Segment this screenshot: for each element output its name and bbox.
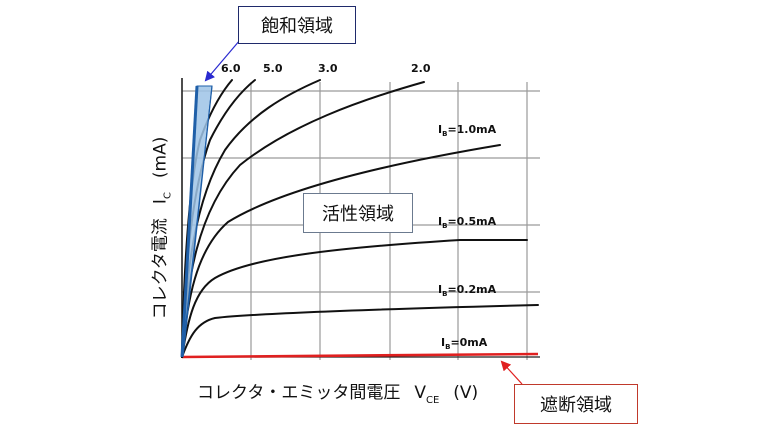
saturation-region-label: 飽和領域 (261, 16, 333, 37)
curve-label-top-1: 6.0 (221, 62, 241, 75)
x-axis-symbol: V (414, 383, 426, 403)
curve-label-ib-0.5: IB=0.5mA (438, 215, 497, 230)
cutoff-line (181, 352, 539, 359)
curve-label-top-4: 2.0 (411, 62, 431, 75)
curve-label-top-2: 5.0 (263, 62, 283, 75)
grid (182, 82, 540, 360)
y-axis-symbol-sub: C (162, 192, 174, 200)
y-axis-label: コレクタ電流 IC (mA) (146, 136, 174, 320)
y-axis-symbol: I (150, 199, 171, 205)
curve-ib-0.5 (181, 239, 528, 358)
y-axis-label-main: コレクタ電流 (150, 218, 171, 320)
curve-ib-1.0 (181, 144, 501, 358)
curve-ib-0.2 (181, 304, 539, 358)
x-axis-unit: (V) (453, 383, 479, 403)
curve-label-top-3: 3.0 (318, 62, 338, 75)
x-axis-symbol-sub: CE (425, 395, 440, 406)
active-region-label: 活性領域 (322, 204, 394, 225)
cutoff-region-label: 遮断領域 (540, 395, 612, 416)
saturation-arrow (204, 39, 241, 82)
cutoff-region-callout: 遮断領域 (514, 384, 638, 424)
saturation-edge-2 (182, 85, 213, 358)
x-axis-label: コレクタ・エミッタ間電圧 VCE (V) (197, 378, 479, 406)
cutoff-arrow (500, 360, 523, 385)
active-region-callout: 活性領域 (303, 193, 413, 233)
x-axis-label-main: コレクタ・エミッタ間電圧 (197, 383, 401, 403)
saturation-region-callout: 飽和領域 (238, 6, 356, 44)
curve-label-ib-0: IB=0mA (441, 336, 488, 351)
curve-label-ib-1.0: IB=1.0mA (438, 123, 497, 138)
curve-label-ib-0.2: IB=0.2mA (438, 283, 497, 298)
saturation-edge (180, 85, 199, 358)
y-axis-unit: (mA) (150, 136, 171, 179)
